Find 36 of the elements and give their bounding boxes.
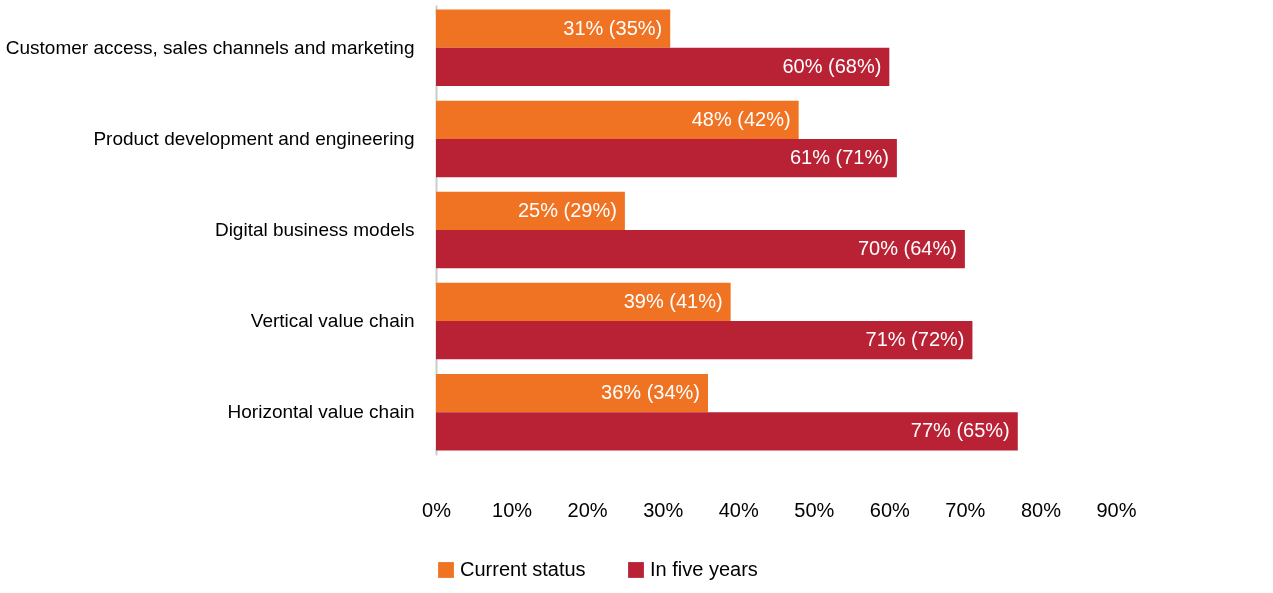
bar bbox=[436, 321, 973, 360]
data-label: 77% (65%) bbox=[910, 419, 1010, 442]
data-label: 39% (41%) bbox=[623, 289, 723, 312]
bar bbox=[436, 373, 708, 413]
legend-label: In five years bbox=[650, 558, 758, 580]
bar bbox=[436, 100, 799, 139]
y-tick-label: Customer access, sales channels and marketing bbox=[5, 36, 415, 58]
x-tick-label: 70% bbox=[945, 498, 986, 521]
bar bbox=[436, 282, 731, 322]
y-tick-label: Horizontal value chain bbox=[227, 401, 415, 423]
data-label: 61% (71%) bbox=[789, 146, 889, 169]
bar bbox=[436, 47, 890, 87]
data-label: 71% (72%) bbox=[865, 328, 965, 351]
bar bbox=[436, 138, 897, 178]
data-label: 25% (29%) bbox=[517, 198, 617, 221]
bar bbox=[436, 230, 965, 269]
bar bbox=[436, 9, 671, 48]
y-tick-label: Digital business models bbox=[214, 219, 415, 240]
data-label: 70% (64%) bbox=[857, 237, 957, 260]
x-tick-label: 10% bbox=[492, 498, 533, 521]
x-tick-label: 80% bbox=[1020, 498, 1062, 521]
x-tick-label: 90% bbox=[1096, 498, 1137, 521]
legend-label: Current status bbox=[460, 558, 586, 580]
x-tick-label: 20% bbox=[567, 498, 608, 521]
x-tick-label: 50% bbox=[794, 498, 835, 521]
x-tick-label: 0% bbox=[422, 498, 452, 521]
data-label: 60% (68%) bbox=[782, 54, 882, 77]
data-label: 36% (34%) bbox=[601, 381, 700, 404]
x-tick-label: 40% bbox=[718, 498, 759, 521]
y-tick-label: Product development and engineering bbox=[93, 127, 415, 149]
x-tick-label: 30% bbox=[643, 498, 684, 521]
y-tick-label: Vertical value chain bbox=[250, 310, 415, 332]
bar bbox=[436, 412, 1018, 451]
x-tick-label: 60% bbox=[869, 498, 911, 521]
data-label: 48% (42%) bbox=[691, 107, 791, 130]
data-label: 31% (35%) bbox=[563, 16, 663, 39]
